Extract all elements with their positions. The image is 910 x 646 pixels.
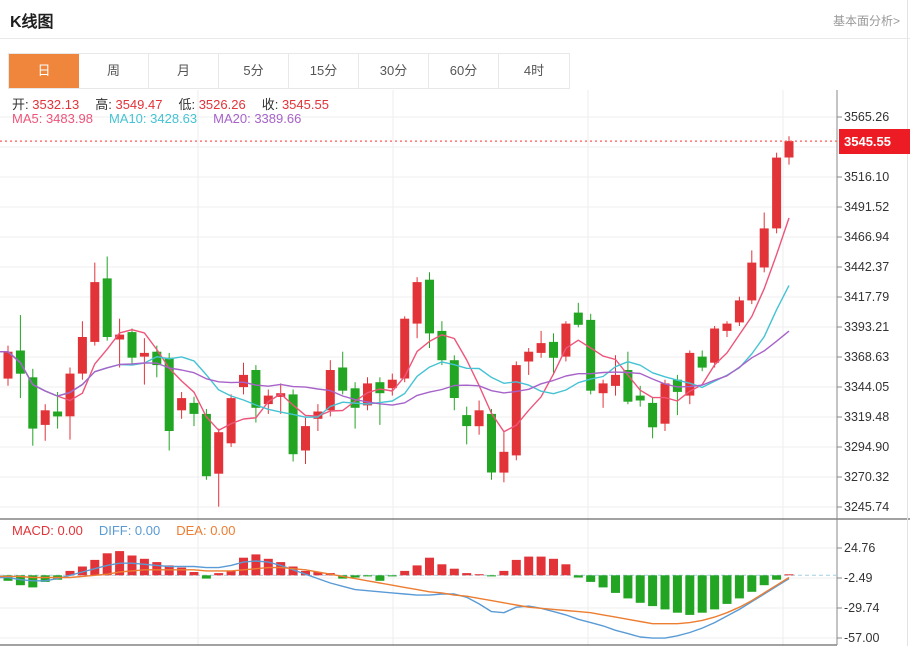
svg-text:3466.94: 3466.94 [844,230,889,244]
svg-text:3516.10: 3516.10 [844,170,889,184]
svg-text:3565.26: 3565.26 [844,110,889,124]
tab-月[interactable]: 月 [149,54,219,88]
svg-text:3319.48: 3319.48 [844,410,889,424]
dea-line [0,566,790,625]
svg-text:3245.74: 3245.74 [844,500,889,514]
ohlc-row: 开: 3532.13 高: 3549.47 低: 3526.26 收: 3545.55 [12,94,345,113]
info-pair: 低: 3526.26 [178,97,246,112]
svg-text:-29.74: -29.74 [844,601,879,615]
page-title: K线图 [10,14,54,31]
info-pair: MA5: 3483.98 [12,111,93,126]
candles [3,136,794,507]
ma-row: MA5: 3483.98 MA10: 3428.63 MA20: 3389.66 [12,111,317,126]
info-pair: 高: 3549.47 [95,97,163,112]
axis: 3565.26 3516.10 3491.52 3466.94 3442.37 3417.… [0,90,910,646]
svg-text:24.76: 24.76 [844,541,875,555]
info-pair: DEA: 0.00 [176,523,236,538]
header-divider [0,38,910,39]
svg-text:3270.32: 3270.32 [844,470,889,484]
svg-text:3344.05: 3344.05 [844,380,889,394]
tab-5分[interactable]: 5分 [219,54,289,88]
tab-15分[interactable]: 15分 [289,54,359,88]
macd-histogram [3,551,794,615]
ma5-line [0,217,790,433]
svg-text:3417.79: 3417.79 [844,290,889,304]
right-border [907,0,908,646]
tab-日[interactable]: 日 [9,54,79,88]
svg-text:3368.63: 3368.63 [844,350,889,364]
info-pair: MA20: 3389.66 [213,111,302,126]
interval-tabs: 日周月 5分 15分 30分 60分 4时 [8,53,570,89]
tab-30分[interactable]: 30分 [359,54,429,88]
svg-text:3294.90: 3294.90 [844,440,889,454]
info-pair: 开: 3532.13 [12,97,80,112]
tab-周[interactable]: 周 [79,54,149,88]
diff-line [0,560,790,639]
svg-text:3393.21: 3393.21 [844,320,889,334]
ma10-line [0,285,790,418]
gridlines [0,90,837,645]
info-pair: MA10: 3428.63 [108,111,198,126]
svg-text:3442.37: 3442.37 [844,260,889,274]
info-pair: MACD: 0.00 [12,523,83,538]
info-pair: DIFF: 0.00 [98,523,161,538]
fundamental-analysis-link[interactable]: 基本面分析> [832,14,900,28]
info-pair: 收: 3545.55 [261,97,329,112]
svg-text:-57.00: -57.00 [844,631,879,645]
svg-text:3491.52: 3491.52 [844,200,889,214]
tab-4时[interactable]: 4时 [499,54,569,88]
macd-info-row: MACD: 0.00 DIFF: 0.00 DEA: 0.00 [12,523,252,538]
tab-60分[interactable]: 60分 [429,54,499,88]
svg-text:-2.49: -2.49 [844,571,873,585]
last-price-tag: 3545.55 [839,129,910,154]
ma20-line [0,330,790,406]
